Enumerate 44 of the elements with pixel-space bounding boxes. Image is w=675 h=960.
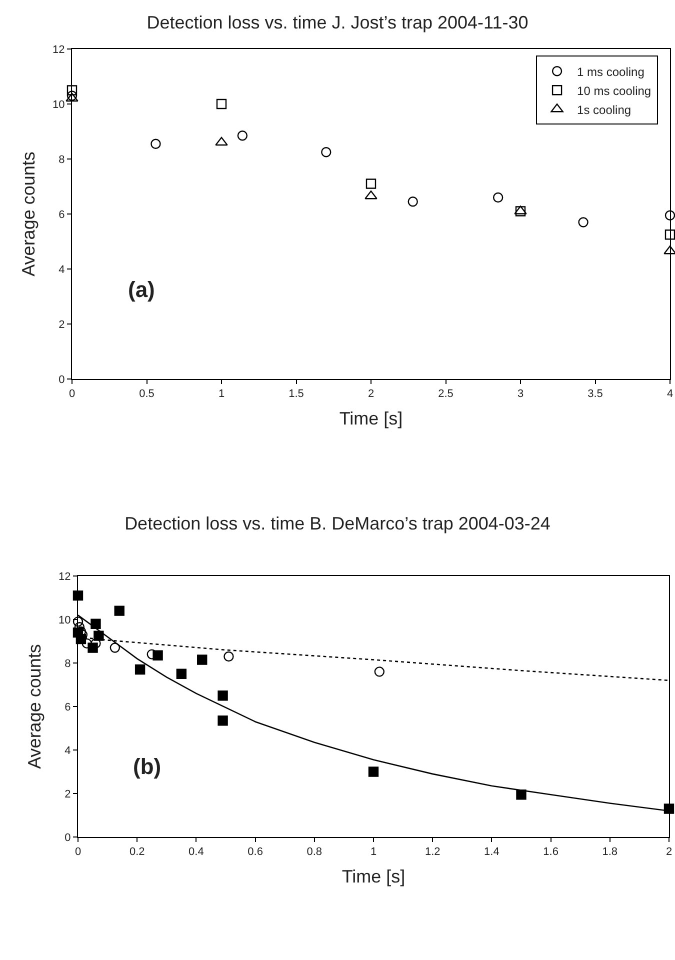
x-tick-label: 3.5 xyxy=(588,388,603,400)
y-tick-label: 4 xyxy=(64,744,71,757)
y-tick-label: 4 xyxy=(58,264,65,276)
y-tick-label: 0 xyxy=(58,374,65,386)
x-tick-label: 1.2 xyxy=(424,846,440,858)
y-tick-label: 10 xyxy=(58,614,71,626)
x-tick-label: 1.4 xyxy=(484,846,500,858)
x-tick-label: 1.8 xyxy=(602,846,618,858)
x-tick-label: 1 xyxy=(218,388,225,400)
chart-title: Detection loss vs. time B. DeMarco’s trap 2004-03-24 xyxy=(124,514,550,534)
x-tick-label: 0.4 xyxy=(188,846,204,858)
chart-title: Detection loss vs. time J. Jost’s trap 2004-11-30 xyxy=(146,12,528,32)
y-axis-title: Average counts xyxy=(18,152,39,276)
annotation: (a) xyxy=(128,277,155,302)
x-tick-label: 3 xyxy=(517,388,524,400)
x-tick-label: 2 xyxy=(368,388,374,400)
y-tick-label: 6 xyxy=(64,701,71,714)
y-tick-label: 12 xyxy=(58,570,71,583)
y-tick-label: 8 xyxy=(58,154,65,166)
x-tick-label: 2.5 xyxy=(438,388,454,400)
annotation: (b) xyxy=(133,754,162,779)
y-tick-label: 10 xyxy=(52,98,65,111)
y-tick-label: 8 xyxy=(64,658,71,670)
y-tick-label: 2 xyxy=(58,318,65,331)
y-axis-title: Average counts xyxy=(24,644,45,769)
x-tick-label: 0.2 xyxy=(129,846,145,858)
x-tick-label: 2 xyxy=(666,846,672,858)
y-tick-label: 12 xyxy=(52,44,65,56)
y-tick-label: 0 xyxy=(64,832,71,844)
x-tick-label: 1.5 xyxy=(288,388,304,400)
x-tick-label: 1.6 xyxy=(543,846,558,858)
x-tick-label: 1 xyxy=(370,846,377,858)
y-tick-label: 2 xyxy=(64,788,71,800)
x-tick-label: 0.5 xyxy=(139,388,154,400)
x-tick-label: 0.6 xyxy=(248,846,263,858)
legend-label: 1 ms cooling xyxy=(577,64,644,79)
x-tick-label: 4 xyxy=(666,388,674,400)
x-tick-label: 0.8 xyxy=(306,846,322,858)
legend-label: 1s cooling xyxy=(577,102,632,117)
x-axis-title: Time [s] xyxy=(339,408,403,428)
y-tick-label: 6 xyxy=(58,208,65,221)
x-tick-label: 0 xyxy=(74,846,82,858)
legend-label: 10 ms cooling xyxy=(577,84,652,98)
x-axis-title: Time [s] xyxy=(342,866,406,886)
